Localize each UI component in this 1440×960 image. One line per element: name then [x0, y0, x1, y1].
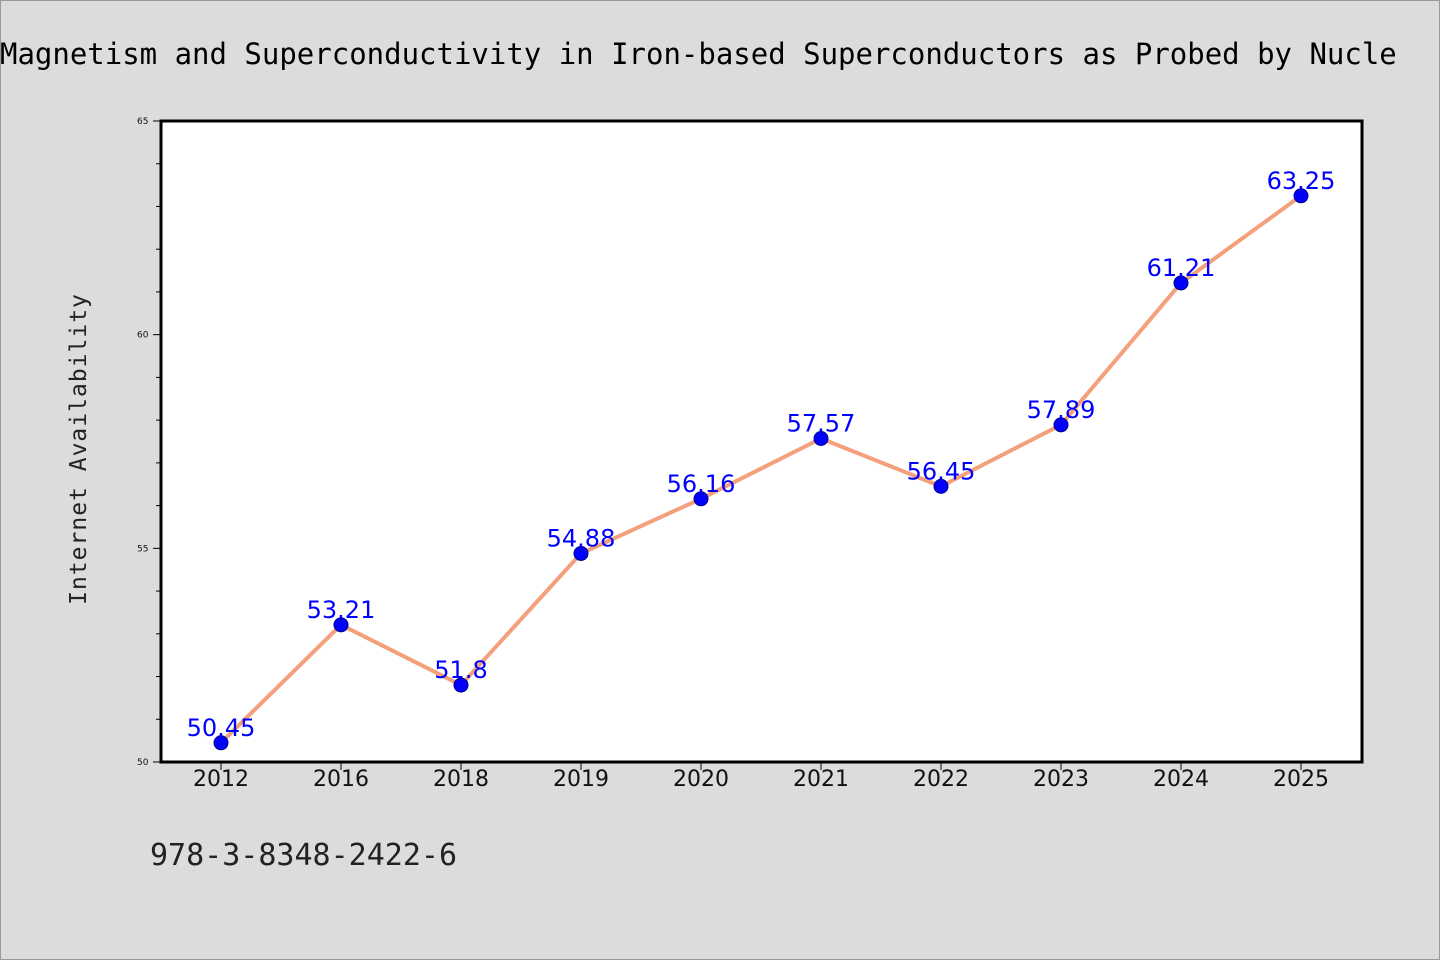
data-point	[213, 735, 229, 751]
x-tick-label: 2025	[1273, 767, 1329, 792]
data-label: 56.45	[907, 457, 976, 485]
y-axis-ticks: 50 55 60 65	[137, 117, 161, 768]
data-point	[1173, 275, 1189, 291]
plot-frame	[159, 119, 1364, 764]
y-tick-label: 60	[137, 331, 149, 341]
y-tick-label: 50	[137, 758, 149, 768]
data-label: 61.21	[1147, 254, 1216, 282]
data-point	[453, 677, 469, 693]
series-layer: 50.45 53.21 51.8 54.88 56.16 57.57 56.45 57.89 6…	[187, 167, 1336, 751]
data-point	[813, 431, 829, 447]
plot-area	[161, 121, 1362, 762]
data-point	[693, 491, 709, 507]
x-tick-label: 2012	[193, 767, 249, 792]
x-axis-ticks: 2012 2016 2018 2019 2020 2021 2022 2023 2024 2025	[193, 762, 1329, 792]
data-label: 63.25	[1267, 167, 1336, 195]
data-label: 54.88	[547, 524, 616, 552]
x-tick-label: 2020	[673, 767, 729, 792]
data-label: 50.45	[187, 714, 256, 742]
data-label: 57.89	[1027, 396, 1096, 424]
data-point	[933, 478, 949, 494]
chart-title: Magnetism and Superconductivity in Iron-…	[1, 37, 1397, 71]
x-tick-label: 2022	[913, 767, 969, 792]
data-point	[333, 617, 349, 633]
x-tick-label: 2018	[433, 767, 489, 792]
data-point	[573, 545, 589, 561]
x-tick-label: 2019	[553, 767, 609, 792]
data-point	[1053, 417, 1069, 433]
data-label: 51.8	[434, 656, 487, 684]
y-tick-label: 55	[137, 544, 148, 554]
x-tick-label: 2016	[313, 767, 369, 792]
data-point	[1293, 188, 1309, 204]
data-label: 57.57	[787, 410, 856, 438]
data-label: 53.21	[307, 596, 376, 624]
x-tick-label: 2023	[1033, 767, 1089, 792]
series-line	[219, 194, 1303, 745]
x-tick-label: 2021	[793, 767, 849, 792]
x-tick-label: 2024	[1153, 767, 1209, 792]
y-tick-label: 65	[137, 117, 148, 127]
data-label: 56.16	[667, 470, 736, 498]
isbn-footnote: 978-3-8348-2422-6	[150, 838, 457, 873]
y-axis-label: Internet Availability	[66, 293, 92, 605]
